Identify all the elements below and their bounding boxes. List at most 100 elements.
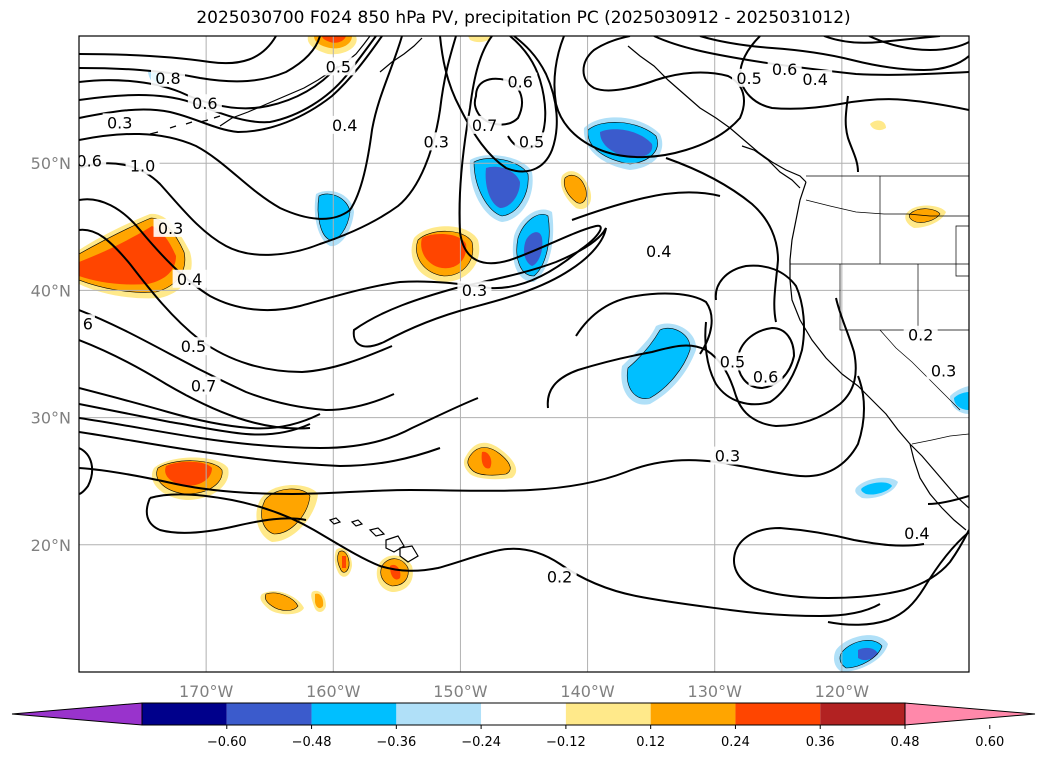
colorbar-tick-label: 0.36 [806, 735, 835, 750]
contour-label: 0.4 [332, 116, 357, 135]
contour-label: 0.6 [772, 60, 797, 79]
latitude-labels: 20°N 30°N 40°N 50°N [31, 154, 71, 555]
longitude-label: 120°W [815, 682, 870, 701]
map-frame [78, 35, 970, 673]
contour-label-bg [926, 361, 961, 380]
contour-label-bg [715, 352, 750, 371]
colorbar-segment [481, 703, 566, 725]
colorbar-tick-label: −0.60 [207, 735, 247, 750]
latitude-label: 30°N [31, 409, 71, 428]
contour-label-bg [503, 72, 538, 91]
contour-label-bg [79, 151, 107, 170]
contour-label: 0.2 [908, 326, 933, 345]
colorbar-max-extend [904, 702, 1036, 726]
contour-label-bg [186, 376, 221, 395]
contour-label: 0.6 [507, 73, 532, 92]
precip-outlines [79, 121, 941, 669]
longitude-label: 150°W [433, 682, 488, 701]
colorbar-tick-label: 0.24 [721, 735, 750, 750]
contour-label: 0.6 [753, 368, 778, 387]
longitude-label: 170°W [179, 682, 234, 701]
contour-label-bg [542, 567, 577, 586]
contour-label: 0.5 [720, 352, 745, 371]
contour-label-bg [172, 269, 207, 288]
precip-negative-areas [148, 69, 969, 672]
contour-label-bg [514, 132, 549, 151]
contour-label: 0.3 [107, 113, 132, 132]
contour-label: 0.4 [177, 270, 202, 289]
contour-label: 0.6 [76, 151, 101, 170]
contour-label: 1.0 [130, 157, 155, 176]
colorbar: −0.60 −0.48 −0.36 −0.24 −0.12 0.12 0.24 0.36 0.4… [11, 702, 1036, 750]
contour-label-bg [419, 132, 454, 151]
contour-label: 0.2 [547, 567, 572, 586]
contour-label-bg [798, 70, 833, 89]
contour-label: 0.3 [715, 447, 740, 466]
contour-label: 0.4 [904, 524, 929, 543]
coastlines [149, 36, 969, 563]
contour-label: 0.5 [519, 132, 544, 151]
colorbar-segment [311, 703, 397, 725]
contour-label-bg [187, 94, 222, 113]
colorbar-tick-label: −0.12 [546, 735, 586, 750]
colorbar-segment [226, 703, 312, 725]
contour-label-bg [176, 337, 211, 356]
contour-label: 0.3 [158, 219, 183, 238]
longitude-label: 140°W [560, 682, 615, 701]
contour-label-bg [125, 156, 160, 175]
longitude-labels: 170°W 160°W 150°W 140°W 130°W 120°W [179, 682, 869, 701]
latitude-label: 20°N [31, 536, 71, 555]
precip-positive-areas [79, 36, 946, 615]
contour-label-bg [153, 218, 188, 237]
contour-labels: 0.8 0.6 0.3 0.6 1.0 0.3 0.4 6 0.5 0.7 0.5 0.4 0.3 0.6… [76, 57, 961, 586]
contour-label-bg [767, 59, 802, 78]
contour-label: 0.3 [931, 361, 956, 380]
contour-label: 6 [83, 314, 93, 333]
colorbar-segment [650, 703, 736, 725]
contour-label-bg [899, 524, 934, 543]
colorbar-tick-label: 0.48 [891, 735, 920, 750]
latitude-label: 40°N [31, 281, 71, 300]
latitude-label: 50°N [31, 154, 71, 173]
colorbar-segment [396, 703, 482, 725]
contour-label-bg [467, 115, 502, 134]
contour-label: 0.6 [192, 94, 217, 113]
page-title: 2025030700 F024 850 hPa PV, precipitatio… [196, 8, 851, 28]
contour-label-bg [641, 241, 676, 260]
colorbar-tick-label: 0.60 [975, 735, 1004, 750]
colorbar-tick-label: −0.48 [292, 735, 332, 750]
colorbar-tick-label: −0.36 [376, 735, 416, 750]
colorbar-segment [820, 703, 905, 725]
colorbar-min-extend [11, 702, 143, 726]
contour-label-bg [151, 68, 185, 87]
contour-label-bg [321, 57, 356, 76]
colorbar-segment [142, 703, 227, 725]
contour-label: 0.3 [424, 132, 449, 151]
contour-label-bg [748, 367, 783, 386]
contour-label-bg [903, 325, 938, 344]
contour-label: 0.5 [181, 337, 206, 356]
contour-label: 0.7 [191, 377, 216, 396]
colorbar-tick-label: 0.12 [636, 735, 665, 750]
contour-label-bg [80, 314, 95, 333]
pv-contours [79, 36, 969, 626]
colorbar-segment [735, 703, 821, 725]
colorbar-frame [141, 702, 906, 726]
contour-label: 0.5 [736, 69, 761, 88]
contour-label: 0.3 [462, 281, 487, 300]
contour-label: 0.4 [646, 242, 671, 261]
contour-label-bg [710, 446, 745, 465]
longitude-label: 130°W [688, 682, 743, 701]
contour-label: 0.4 [802, 70, 827, 89]
contour-label-bg [732, 68, 767, 87]
contour-label: 0.7 [472, 116, 497, 135]
contour-label-bg [102, 113, 137, 132]
longitude-label: 160°W [306, 682, 361, 701]
contour-label: 0.5 [326, 57, 351, 76]
contour-label: 0.8 [155, 69, 180, 88]
contour-label-bg [457, 281, 492, 300]
colorbar-tick-label: −0.24 [461, 735, 501, 750]
map-background [79, 36, 969, 672]
colorbar-segment [565, 703, 651, 725]
